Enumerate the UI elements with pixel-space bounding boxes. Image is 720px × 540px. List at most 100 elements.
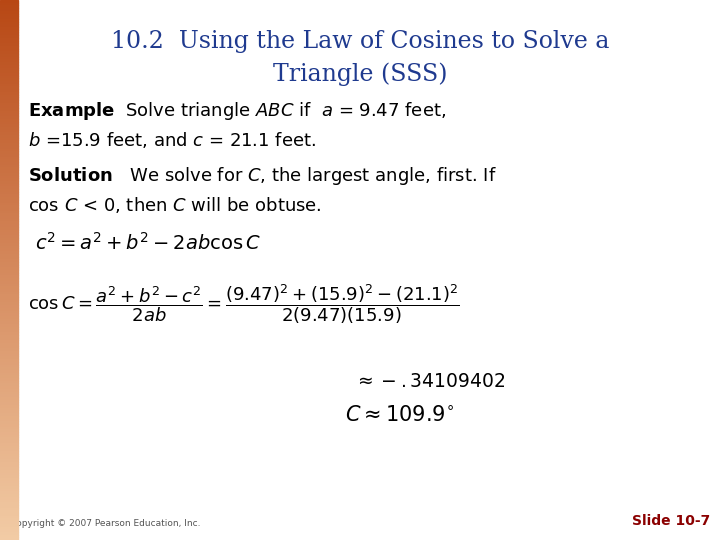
Bar (0, 148, 18, 151)
Bar (0, 310, 18, 313)
Bar (0, 486, 18, 489)
Bar (0, 140, 18, 143)
Bar (0, 451, 18, 454)
Bar (0, 200, 18, 202)
Text: Slide 10-7: Slide 10-7 (631, 514, 710, 528)
Bar (0, 230, 18, 232)
Bar (0, 381, 18, 383)
Bar (0, 516, 18, 518)
Bar (0, 143, 18, 146)
Bar (0, 356, 18, 359)
Bar (0, 319, 18, 321)
Bar (0, 505, 18, 508)
Bar (0, 313, 18, 316)
Bar (0, 232, 18, 235)
Bar (0, 178, 18, 181)
Bar (0, 165, 18, 167)
Bar (0, 378, 18, 381)
Bar (0, 467, 18, 470)
Bar (0, 416, 18, 418)
Bar (0, 472, 18, 475)
Bar (0, 281, 18, 284)
Bar (0, 227, 18, 229)
Bar (0, 502, 18, 505)
Bar (0, 235, 18, 238)
Bar (0, 19, 18, 22)
Bar (0, 421, 18, 424)
Bar (0, 111, 18, 113)
Bar (0, 43, 18, 46)
Bar (0, 329, 18, 332)
Bar (0, 240, 18, 243)
Bar (0, 89, 18, 92)
Bar (0, 51, 18, 54)
Bar (0, 386, 18, 389)
Bar (0, 389, 18, 392)
Bar (0, 246, 18, 248)
Bar (0, 146, 18, 148)
Bar (0, 205, 18, 208)
Bar (0, 251, 18, 254)
Bar (0, 491, 18, 494)
Bar (0, 78, 18, 81)
Text: $\mathbf{Solution}$   We solve for $C$, the largest angle, first. If: $\mathbf{Solution}$ We solve for $C$, th… (28, 165, 497, 187)
Bar (0, 513, 18, 516)
Bar (0, 3, 18, 5)
Bar (0, 243, 18, 246)
Bar (0, 49, 18, 51)
Bar (0, 189, 18, 192)
Bar (0, 265, 18, 267)
Bar (0, 375, 18, 378)
Bar (0, 524, 18, 526)
Bar (0, 402, 18, 405)
Text: $c^2 = a^2 + b^2 - 2ab\cos C$: $c^2 = a^2 + b^2 - 2ab\cos C$ (35, 232, 261, 254)
Bar (0, 122, 18, 124)
Bar (0, 483, 18, 486)
Bar (0, 157, 18, 159)
Bar (0, 97, 18, 100)
Bar (0, 392, 18, 394)
Bar (0, 300, 18, 302)
Bar (0, 81, 18, 84)
Bar (0, 410, 18, 413)
Bar (0, 100, 18, 103)
Bar (0, 478, 18, 481)
Bar (0, 508, 18, 510)
Bar (0, 24, 18, 27)
Bar (0, 435, 18, 437)
Bar (0, 219, 18, 221)
Bar (0, 292, 18, 294)
Bar (0, 65, 18, 68)
Bar (0, 16, 18, 19)
Bar (0, 454, 18, 456)
Bar (0, 262, 18, 265)
Bar (0, 186, 18, 189)
Bar (0, 327, 18, 329)
Bar (0, 448, 18, 451)
Bar (0, 267, 18, 270)
Bar (0, 351, 18, 354)
Bar (0, 500, 18, 502)
Bar (0, 332, 18, 335)
Bar (0, 259, 18, 262)
Bar (0, 135, 18, 138)
Bar (0, 456, 18, 459)
Bar (0, 46, 18, 49)
Bar (0, 27, 18, 30)
Bar (0, 348, 18, 351)
Bar (0, 362, 18, 364)
Bar (0, 284, 18, 286)
Bar (0, 432, 18, 435)
Bar (0, 73, 18, 76)
Bar (0, 0, 18, 3)
Bar (0, 30, 18, 32)
Bar (0, 440, 18, 443)
Bar (0, 335, 18, 338)
Bar (0, 275, 18, 278)
Text: $C \approx 109.9^{\circ}$: $C \approx 109.9^{\circ}$ (346, 405, 454, 425)
Bar (0, 464, 18, 467)
Bar (0, 383, 18, 386)
Bar (0, 446, 18, 448)
Bar (0, 86, 18, 89)
Bar (0, 62, 18, 65)
